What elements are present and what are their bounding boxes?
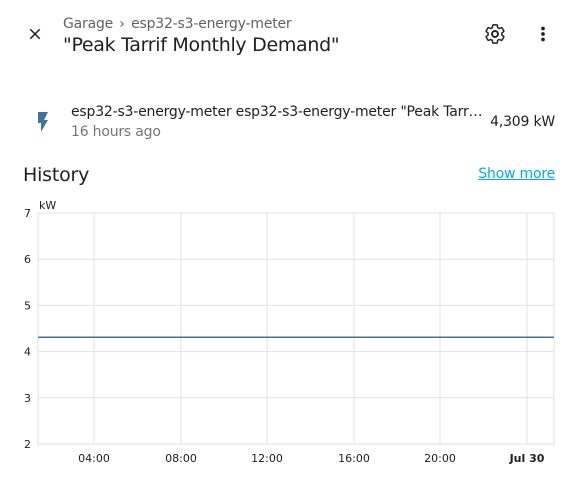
settings-button[interactable]	[480, 21, 510, 51]
dots-vertical-icon	[532, 23, 554, 50]
y-tick-label: 2	[24, 438, 31, 451]
y-tick-label: 3	[24, 392, 31, 405]
y-axis-unit-label: kW	[39, 199, 56, 212]
entity-last-changed: 16 hours ago	[71, 124, 161, 140]
entity-name: esp32-s3-energy-meter esp32-s3-energy-me…	[71, 104, 485, 120]
x-tick-label: 20:00	[424, 452, 456, 465]
show-more-link[interactable]: Show more	[478, 166, 555, 182]
entity-state-value: 4,309 kW	[490, 114, 555, 130]
x-tick-label: 12:00	[251, 452, 283, 465]
history-heading: History	[23, 164, 90, 186]
close-button[interactable]	[20, 21, 50, 51]
gear-icon	[484, 23, 506, 50]
page-title: "Peak Tarrif Monthly Demand"	[63, 34, 340, 56]
close-icon	[26, 25, 44, 48]
history-chart[interactable]: 7 6 5 4 3 2 04:00 08:00 12:00 16:00 20:00 Jul 30 kW	[0, 195, 576, 475]
chevron-right-icon	[115, 17, 129, 31]
y-tick-label: 4	[24, 346, 31, 359]
more-options-button[interactable]	[528, 21, 558, 51]
y-tick-label: 6	[24, 253, 31, 266]
breadcrumb-area[interactable]: Garage	[63, 16, 114, 32]
flash-icon	[31, 110, 55, 134]
entity-row[interactable]: esp32-s3-energy-meter esp32-s3-energy-me…	[0, 98, 576, 146]
y-tick-label: 7	[24, 207, 31, 220]
x-tick-label: 08:00	[165, 452, 197, 465]
x-tick-label: Jul 30	[509, 452, 545, 465]
breadcrumb-device[interactable]: esp32-s3-energy-meter	[131, 16, 292, 32]
x-tick-label: 16:00	[338, 452, 370, 465]
x-tick-label: 04:00	[78, 452, 110, 465]
y-tick-label: 5	[24, 299, 31, 312]
breadcrumb: Garage esp32-s3-energy-meter	[63, 15, 292, 33]
